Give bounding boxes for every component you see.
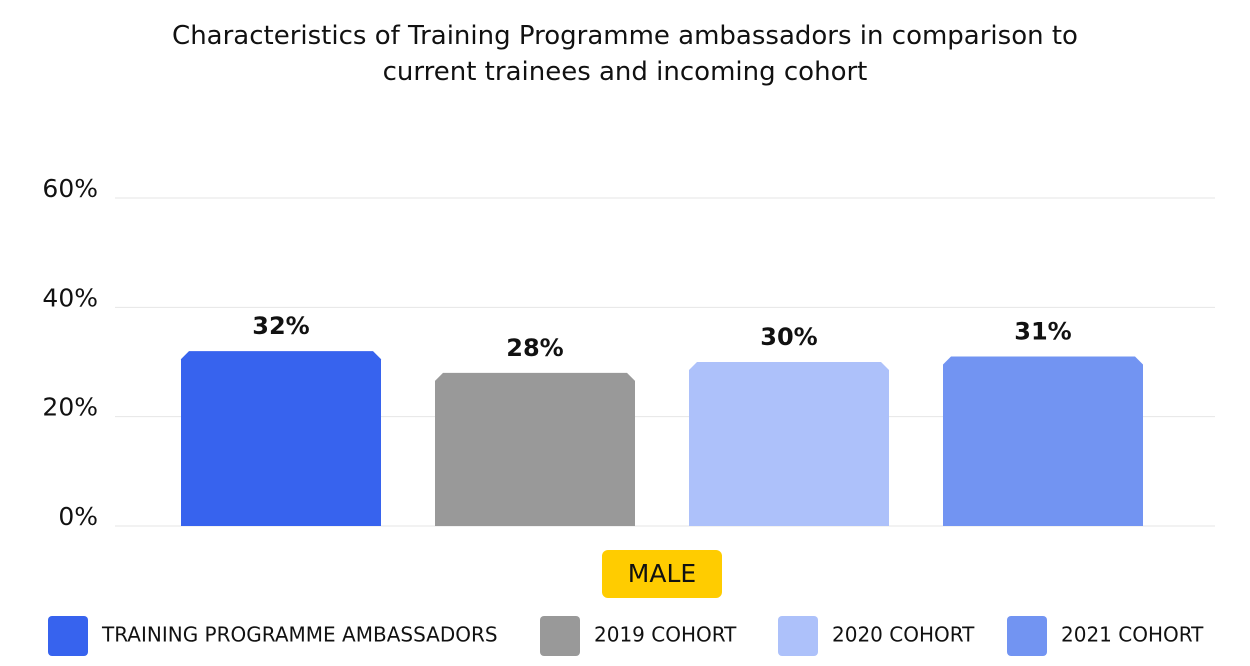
value-label: 31%	[1014, 318, 1071, 346]
chart-title: Characteristics of Training Programme am…	[172, 21, 1078, 87]
bar	[689, 362, 889, 526]
legend-label: 2019 COHORT	[594, 623, 737, 647]
legend-swatch	[48, 616, 88, 656]
bar	[435, 372, 635, 526]
y-tick-label: 60%	[42, 174, 98, 203]
value-label: 30%	[760, 323, 817, 351]
value-label: 28%	[506, 334, 563, 362]
bar	[943, 356, 1143, 526]
legend-label: 2020 COHORT	[832, 623, 975, 647]
value-label: 32%	[252, 312, 309, 340]
legend-label: TRAINING PROGRAMME AMBASSADORS	[101, 623, 498, 647]
category-box	[602, 550, 722, 598]
y-tick-label: 0%	[58, 502, 98, 531]
y-tick-label: 20%	[42, 393, 98, 422]
x-tick-label: MALE	[628, 559, 696, 588]
legend-swatch	[1007, 616, 1047, 656]
legend-label: 2021 COHORT	[1061, 623, 1204, 647]
legend-swatch	[540, 616, 580, 656]
legend-swatch	[778, 616, 818, 656]
bar	[181, 351, 381, 526]
y-tick-label: 40%	[42, 283, 98, 312]
